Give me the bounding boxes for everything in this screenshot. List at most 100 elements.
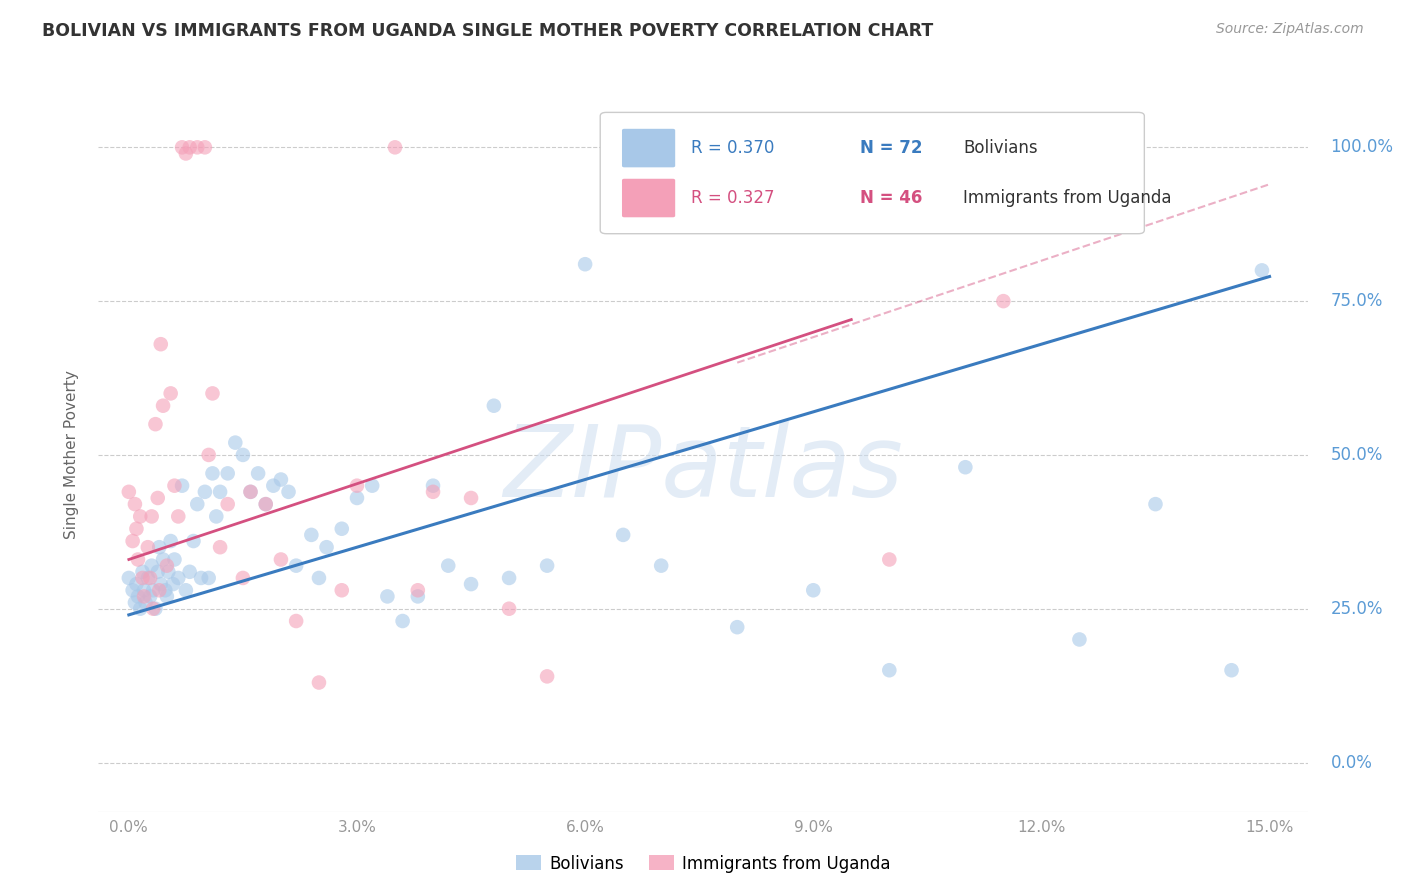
Point <box>536 669 558 683</box>
Point <box>650 558 672 573</box>
Point <box>162 577 184 591</box>
Point <box>124 596 146 610</box>
Point <box>159 534 181 549</box>
Point <box>170 478 193 492</box>
Point <box>132 583 155 598</box>
Point <box>148 583 170 598</box>
Point <box>217 497 239 511</box>
Text: 75.0%: 75.0% <box>1330 292 1382 310</box>
Point <box>146 565 169 579</box>
Point <box>163 552 186 566</box>
Text: BOLIVIAN VS IMMIGRANTS FROM UGANDA SINGLE MOTHER POVERTY CORRELATION CHART: BOLIVIAN VS IMMIGRANTS FROM UGANDA SINGL… <box>42 22 934 40</box>
Point <box>183 534 205 549</box>
Point <box>186 497 208 511</box>
Point <box>136 540 159 554</box>
Point <box>174 583 197 598</box>
Point <box>217 467 239 481</box>
Point <box>270 552 292 566</box>
Point <box>285 614 308 628</box>
Point <box>725 620 748 634</box>
Point <box>232 571 254 585</box>
Point <box>1220 663 1243 677</box>
Legend: Bolivians, Immigrants from Uganda: Bolivians, Immigrants from Uganda <box>509 848 897 880</box>
Point <box>142 583 165 598</box>
Point <box>129 509 152 524</box>
Text: Immigrants from Uganda: Immigrants from Uganda <box>963 189 1171 207</box>
Point <box>482 399 505 413</box>
Text: N = 72: N = 72 <box>860 139 922 157</box>
Point <box>157 565 180 579</box>
Point <box>308 675 330 690</box>
Point <box>125 577 148 591</box>
Point <box>118 484 141 499</box>
Text: Source: ZipAtlas.com: Source: ZipAtlas.com <box>1216 22 1364 37</box>
Point <box>277 484 299 499</box>
Point <box>170 140 193 154</box>
Point <box>1069 632 1091 647</box>
Point <box>346 478 368 492</box>
Point <box>377 590 399 604</box>
Point <box>247 467 270 481</box>
Point <box>801 583 824 598</box>
Point <box>127 552 149 566</box>
Text: R = 0.370: R = 0.370 <box>690 139 775 157</box>
Point <box>224 435 246 450</box>
Text: N = 46: N = 46 <box>860 189 922 207</box>
Point <box>141 558 163 573</box>
Point <box>197 571 219 585</box>
FancyBboxPatch shape <box>621 178 675 218</box>
Point <box>262 478 284 492</box>
Text: 25.0%: 25.0% <box>1330 599 1384 618</box>
Point <box>167 571 190 585</box>
Point <box>124 497 146 511</box>
Point <box>194 140 217 154</box>
Point <box>232 448 254 462</box>
Point <box>139 571 162 585</box>
Point <box>129 601 152 615</box>
Point <box>1144 497 1167 511</box>
Point <box>149 337 172 351</box>
Point <box>155 583 177 598</box>
Point <box>136 571 159 585</box>
Text: R = 0.327: R = 0.327 <box>690 189 775 207</box>
Text: ZIPatlas: ZIPatlas <box>503 421 903 517</box>
Point <box>201 467 224 481</box>
Point <box>146 491 169 505</box>
Point <box>574 257 596 271</box>
Point <box>209 540 232 554</box>
Point <box>270 473 292 487</box>
Point <box>460 577 482 591</box>
Point <box>361 478 384 492</box>
Point <box>879 552 901 566</box>
Point <box>437 558 460 573</box>
Point <box>330 583 353 598</box>
Point <box>127 590 149 604</box>
Point <box>152 552 174 566</box>
Point <box>346 491 368 505</box>
Point <box>955 460 977 475</box>
Text: 0.0%: 0.0% <box>1330 754 1372 772</box>
FancyBboxPatch shape <box>621 128 675 168</box>
Point <box>205 509 228 524</box>
Point <box>239 484 262 499</box>
Text: 100.0%: 100.0% <box>1330 138 1393 156</box>
Point <box>179 140 201 154</box>
Point <box>156 590 179 604</box>
Y-axis label: Single Mother Poverty: Single Mother Poverty <box>65 370 79 540</box>
Point <box>285 558 308 573</box>
Point <box>330 522 353 536</box>
FancyBboxPatch shape <box>600 112 1144 234</box>
Point <box>152 399 174 413</box>
Point <box>254 497 277 511</box>
Point <box>179 565 201 579</box>
Point <box>174 146 197 161</box>
Point <box>167 509 190 524</box>
Point <box>139 590 162 604</box>
Point <box>135 596 157 610</box>
Point <box>149 577 172 591</box>
Point <box>391 614 413 628</box>
Point <box>879 663 901 677</box>
Point <box>209 484 232 499</box>
Point <box>131 565 153 579</box>
Point <box>197 448 219 462</box>
